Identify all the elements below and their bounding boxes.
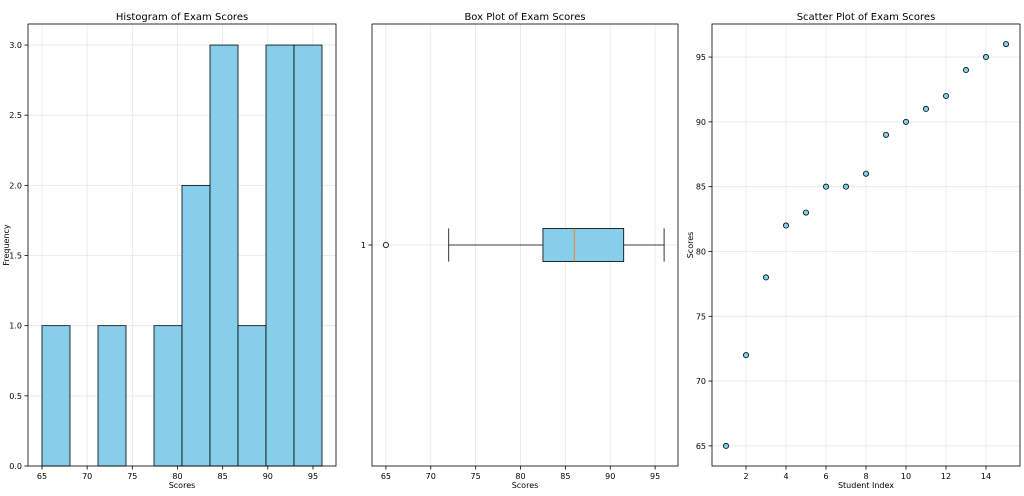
x-tick-label: 85: [218, 472, 228, 481]
scatter-xlabel: Student Index: [838, 481, 894, 490]
scatter-point: [943, 92, 950, 99]
histogram-bar: [209, 44, 239, 467]
histogram-bar: [181, 184, 211, 467]
histogram-bar: [265, 44, 295, 467]
histogram-axes: [27, 23, 337, 467]
scatter-point: [1003, 41, 1010, 48]
scatter-point: [783, 222, 790, 229]
scatter-point: [843, 183, 850, 190]
boxplot-title: Box Plot of Exam Scores: [464, 12, 585, 23]
scatter-point: [763, 274, 770, 281]
y-tick-label: 80: [696, 247, 706, 256]
histogram-bar: [153, 325, 183, 467]
scatter-point: [823, 183, 830, 190]
y-tick-label: 1.5: [9, 252, 22, 261]
x-tick-label: 90: [605, 472, 615, 481]
x-tick-label: 70: [426, 472, 436, 481]
x-tick-label: 6: [823, 472, 828, 481]
scatter-point: [963, 67, 970, 74]
x-tick-label: 8: [863, 472, 868, 481]
x-tick-label: 95: [650, 472, 660, 481]
box-outlier: [382, 241, 389, 248]
scatter-point: [723, 442, 730, 449]
scatter-ylabel: Scores: [686, 232, 695, 259]
scatter-point: [983, 54, 990, 61]
x-tick-label: 12: [941, 472, 951, 481]
x-tick-label: 95: [308, 472, 318, 481]
scatter-point: [923, 105, 930, 112]
y-tick-label: 65: [696, 442, 706, 451]
histogram-panel: Histogram of Exam Scores 65 70 75 80 85 90 95 …: [2, 12, 337, 490]
scatter-point: [863, 170, 870, 177]
boxplot-xlabel: Scores: [512, 481, 539, 490]
scatter-panel: Scatter Plot of Exam Scores 2 4 6 8 10 12 14 6…: [686, 12, 1021, 490]
boxplot-axes: [371, 23, 679, 467]
y-tick-label: 0.5: [9, 392, 22, 401]
y-tick-label: 95: [696, 53, 706, 62]
y-tick-label: 2.5: [9, 111, 22, 120]
x-tick-label: 2: [743, 472, 748, 481]
histogram-title: Histogram of Exam Scores: [116, 12, 248, 23]
x-tick-label: 75: [471, 472, 481, 481]
x-tick-label: 65: [381, 472, 391, 481]
histogram-bar: [293, 44, 323, 467]
histogram-xlabel: Scores: [169, 481, 196, 490]
y-tick-label: 90: [696, 118, 706, 127]
x-tick-label: 70: [82, 472, 92, 481]
y-tick-label: 70: [696, 377, 706, 386]
x-tick-label: 75: [127, 472, 137, 481]
x-tick-label: 80: [172, 472, 182, 481]
histogram-bar: [97, 325, 127, 467]
x-tick-label: 80: [515, 472, 525, 481]
y-tick-label: 0.0: [9, 462, 22, 471]
y-tick-label: 2.0: [9, 181, 22, 190]
x-tick-label: 4: [783, 472, 788, 481]
x-tick-label: 90: [263, 472, 273, 481]
scatter-point: [883, 131, 890, 138]
y-tick-label: 75: [696, 312, 706, 321]
histogram-ylabel: Frequency: [2, 224, 11, 266]
scatter-point: [803, 209, 810, 216]
scatter-point: [903, 118, 910, 125]
y-tick-label: 3.0: [9, 41, 22, 50]
y-tick-label: 1.0: [9, 322, 22, 331]
x-tick-label: 14: [981, 472, 991, 481]
histogram-bar: [41, 325, 71, 467]
x-tick-label: 85: [560, 472, 570, 481]
x-tick-label: 65: [37, 472, 47, 481]
boxplot-panel: Box Plot of Exam Scores 65 70 75 80 85 90 95 1…: [361, 12, 679, 490]
histogram-bar: [237, 325, 267, 467]
scatter-title: Scatter Plot of Exam Scores: [797, 12, 936, 23]
scatter-axes: [711, 23, 1021, 467]
scatter-point: [743, 352, 750, 359]
box-iqr: [542, 228, 625, 262]
y-tick-label: 1: [361, 241, 366, 250]
y-tick-label: 85: [696, 183, 706, 192]
x-tick-label: 10: [901, 472, 911, 481]
